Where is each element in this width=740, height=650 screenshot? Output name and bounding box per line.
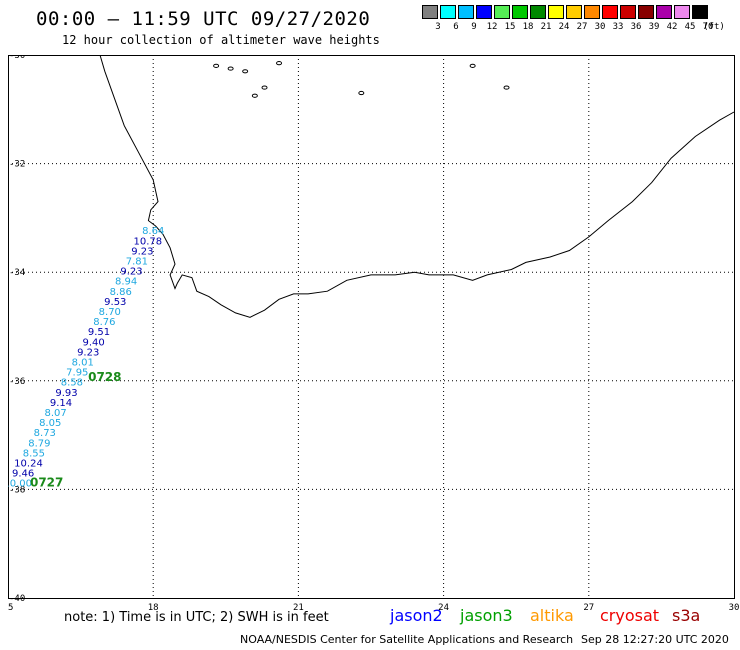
inland-water-2 [261,85,268,90]
inland-water-6 [503,85,510,90]
inland-water-1 [242,69,249,74]
lon-tick-24: 24 [438,603,449,613]
lat-tick--32: -32 [9,160,25,170]
pass-time-label: 0727 [30,476,63,490]
footer-note: note: 1) Time is in UTC; 2) SWH is in fe… [64,610,329,625]
inland-water-3 [251,93,258,98]
inland-water-5 [469,63,476,68]
track-value-label: 8.07 [44,408,66,419]
legend-label-3: 3 [435,22,441,32]
track-value-label: 8.64 [142,226,164,237]
legend-swatch-12 [476,5,492,19]
satellite-jason3: jason3 [460,606,513,625]
legend-label-15: 15 [504,22,516,32]
legend-swatch-6 [440,5,456,19]
lon-tick-27: 27 [583,603,594,613]
legend-label-42: 42 [666,22,678,32]
legend-swatch-9 [458,5,474,19]
legend-label-39: 39 [648,22,660,32]
lat-tick--40: -40 [9,594,25,604]
page-subtitle: 12 hour collection of altimeter wave hei… [62,33,380,47]
track-value-label: 9.46 [12,469,34,480]
track-value-label: 9.51 [88,327,110,338]
legend-swatch-21 [530,5,546,19]
track-value-label: 8.55 [23,448,45,459]
track-value-label: 9.53 [104,297,126,308]
legend-swatch-39 [638,5,654,19]
legend-label-21: 21 [540,22,552,32]
lat-tick--34: -34 [9,268,25,278]
track-value-label: 10.24 [14,459,43,470]
legend-label-9: 9 [471,22,477,32]
wave-height-map: 151821242730-30-32-34-36-38-408.6410.789… [8,55,740,613]
track-value-label: 9.23 [77,347,99,358]
legend-label-36: 36 [630,22,642,32]
track-value-label: 9.23 [120,267,142,278]
pass-time-label: 0728 [88,370,121,384]
track-value-label: 7.95 [66,368,88,379]
legend-swatch-24 [548,5,564,19]
legend-swatch-30 [584,5,600,19]
legend-unit: (ft) [703,22,725,32]
lon-tick-21: 21 [293,603,304,613]
lon-tick-30: 30 [729,603,740,613]
legend-swatch-3 [422,5,438,19]
satellite-jason2: jason2 [390,606,443,625]
track-value-label: 8.79 [28,438,50,449]
coastline [99,55,735,318]
lat-tick--36: -36 [9,377,25,387]
legend-swatch-33 [602,5,618,19]
lon-tick-15: 15 [8,603,13,613]
track-value-label: 8.76 [93,317,115,328]
track-value-label: 9.23 [131,246,153,257]
legend-swatch-15 [494,5,510,19]
legend-swatch-45 [674,5,690,19]
track-value-label: 9.93 [55,388,77,399]
legend-label-18: 18 [522,22,534,32]
satellite-s3a: s3a [672,606,701,625]
lat-tick--38: -38 [9,485,25,495]
legend-label-30: 30 [594,22,606,32]
satellite-cryosat: cryosat [600,606,660,625]
legend-label-33: 33 [612,22,624,32]
legend-label-24: 24 [558,22,570,32]
satellite-altika: altika [530,606,574,625]
track-value-label: 8.94 [115,277,137,288]
page-title: 00:00 – 11:59 UTC 09/27/2020 [36,8,371,30]
inland-water-0 [227,66,234,71]
track-value-label: 8.58 [61,378,83,389]
generated-timestamp: Sep 28 12:27:20 UTC 2020 [581,633,729,646]
legend-swatch-70 [692,5,708,19]
track-value-label: 8.73 [34,428,56,439]
inland-water-8 [213,63,220,68]
track-value-label: 8.70 [99,307,121,318]
legend-swatch-27 [566,5,582,19]
track-value-label: 10.00 [8,479,32,490]
track-value-label: 9.40 [82,337,104,348]
legend-swatch-36 [620,5,636,19]
track-value-label: 8.01 [72,358,94,369]
track-value-label: 7.81 [126,257,148,268]
legend-label-70: 70 [702,22,714,32]
credit-line: NOAA/NESDIS Center for Satellite Applica… [240,633,574,646]
legend-label-6: 6 [453,22,459,32]
legend-label-12: 12 [486,22,498,32]
track-value-label: 10.78 [133,236,162,247]
track-value-label: 8.05 [39,418,61,429]
lon-tick-18: 18 [148,603,159,613]
track-value-label: 9.14 [50,398,72,409]
inland-water-7 [276,61,283,66]
lat-tick--30: -30 [9,55,25,61]
map-frame [8,55,735,599]
legend-swatch-18 [512,5,528,19]
legend-label-45: 45 [684,22,696,32]
legend-label-27: 27 [576,22,588,32]
inland-water-4 [358,90,365,96]
legend-swatch-42 [656,5,672,19]
track-value-label: 8.86 [110,287,132,298]
